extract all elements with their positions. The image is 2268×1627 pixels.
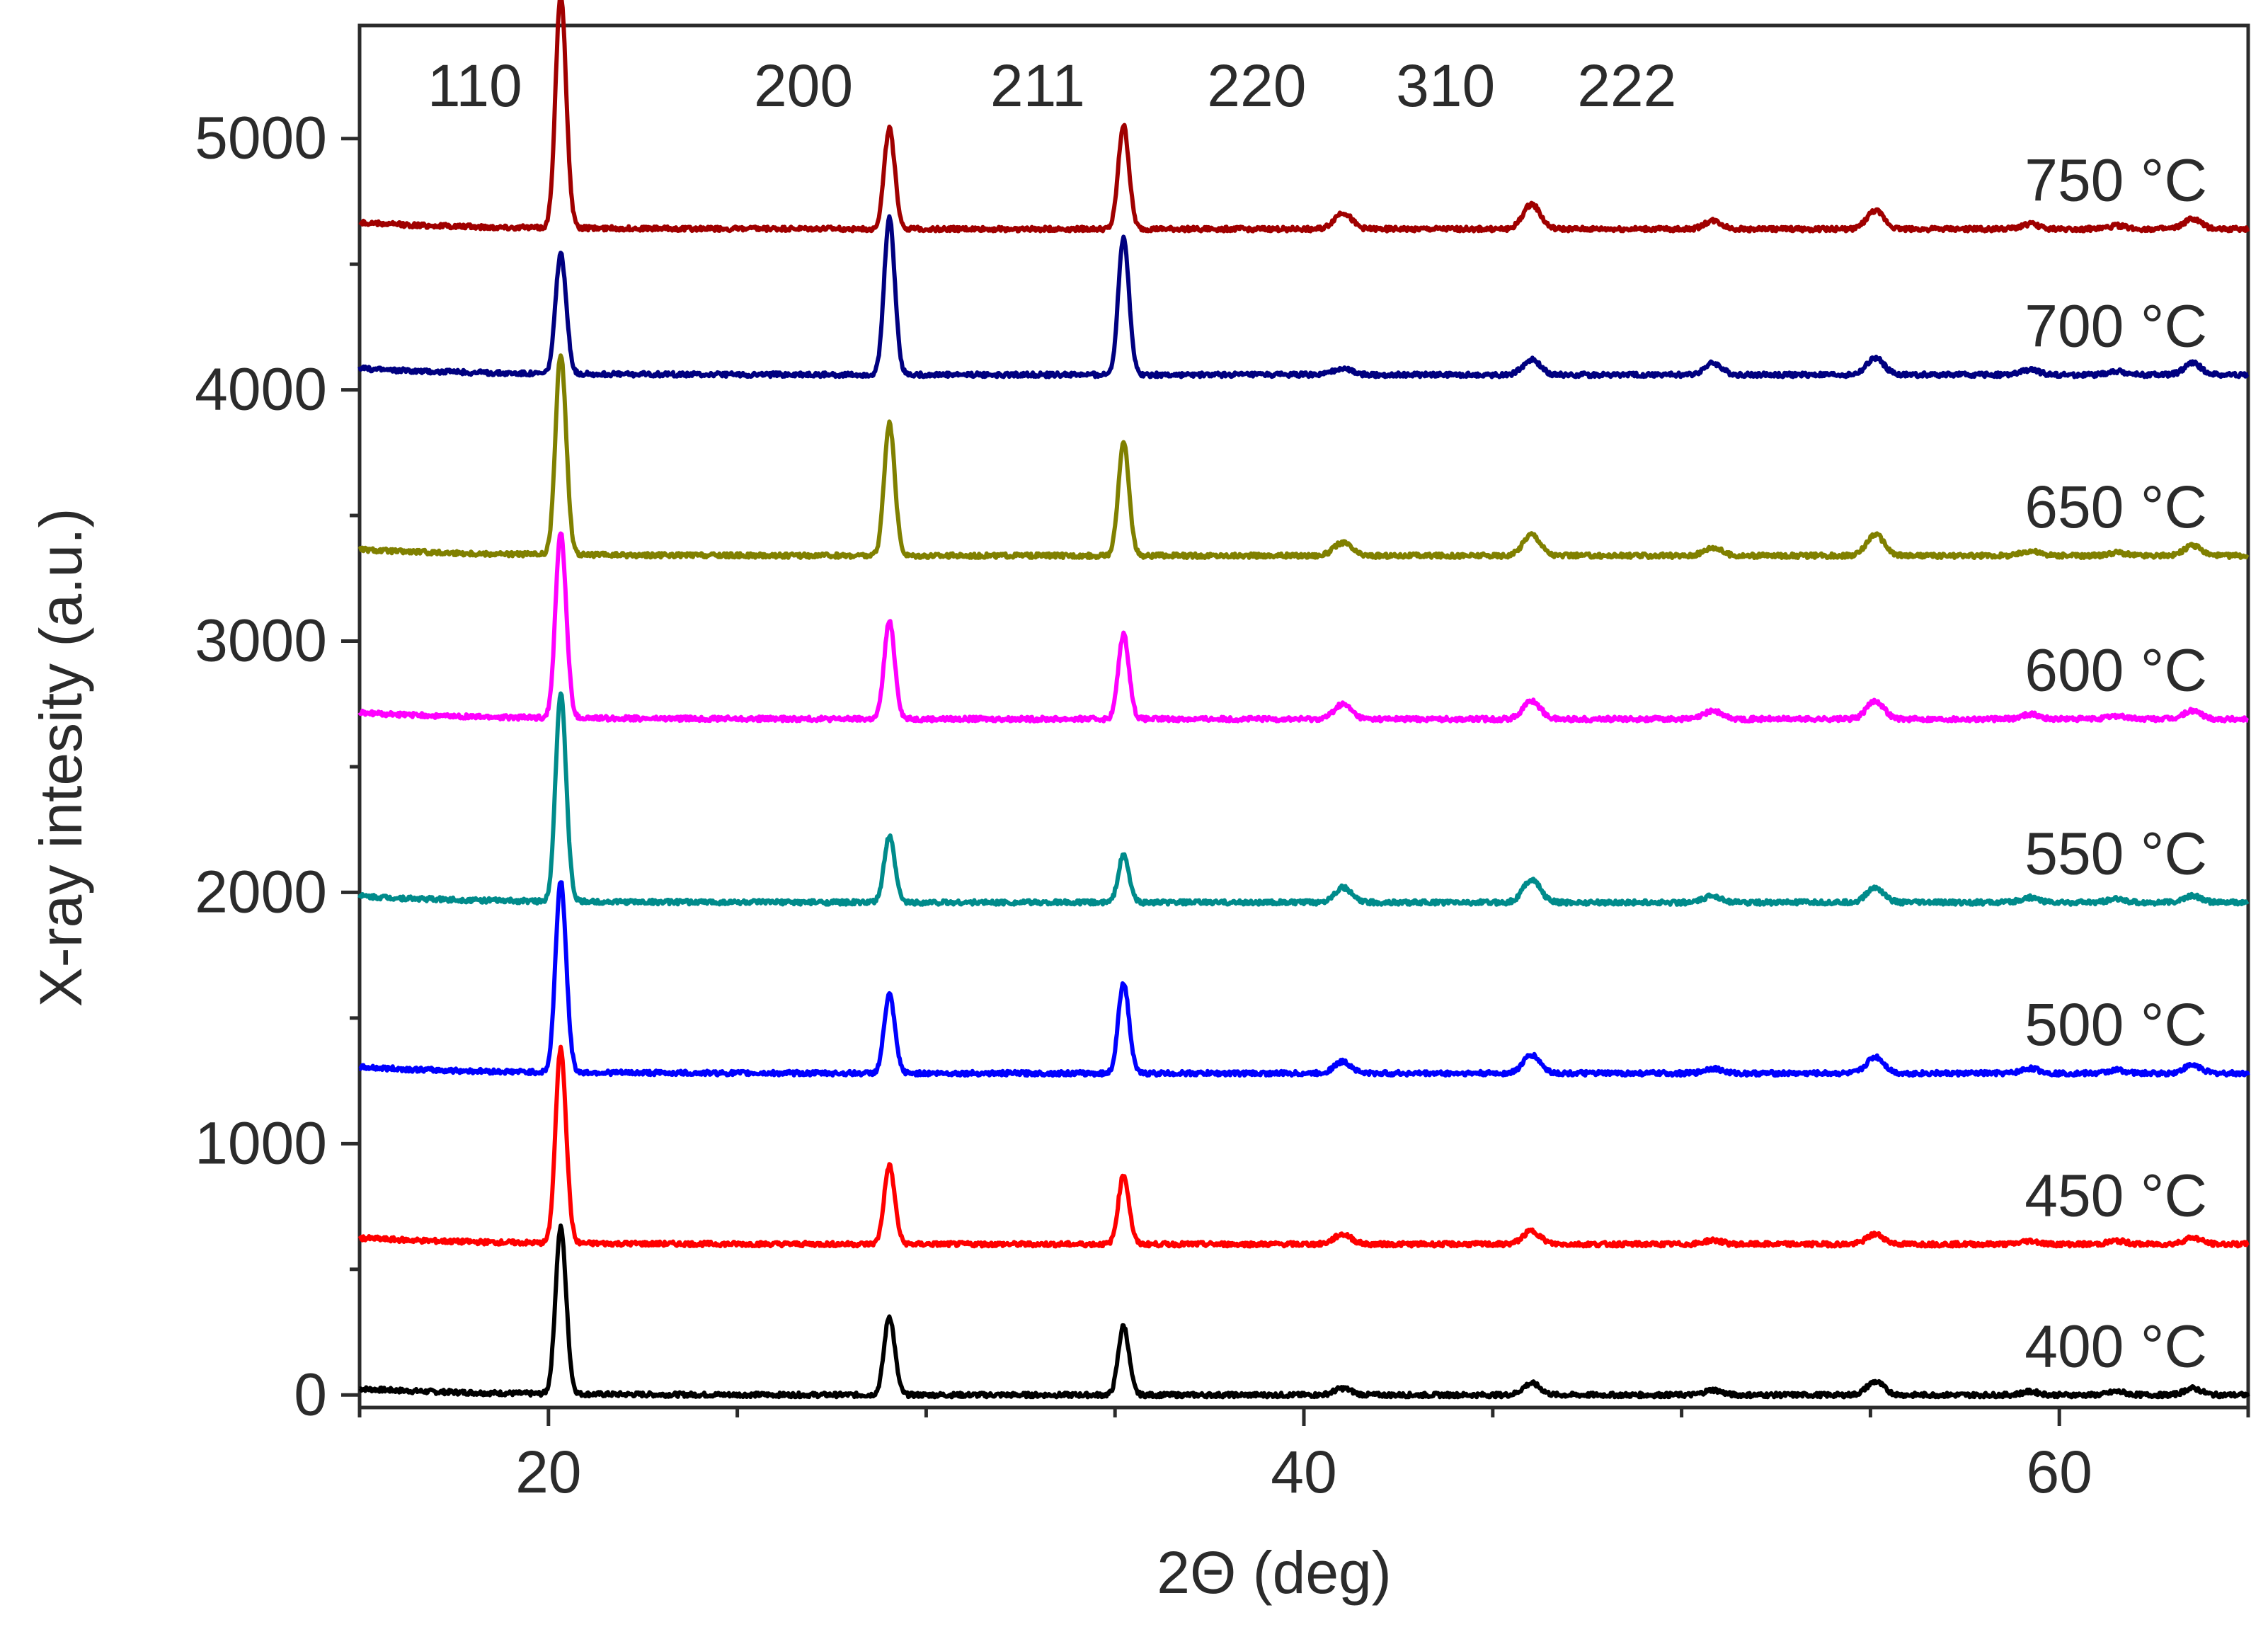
- y-tick-label-5000: 5000: [195, 105, 327, 171]
- series-line-450: [357, 1044, 2250, 1249]
- peak-label-110: 110: [428, 52, 522, 119]
- series-line-750: [358, 0, 2250, 234]
- peak-label-200: 200: [754, 52, 853, 119]
- series-line-500: [358, 880, 2250, 1078]
- x-axis: 20 40 60: [357, 1408, 2250, 1505]
- series-line-700: [357, 214, 2250, 379]
- y-axis: 0 1000 2000 3000 4000 5000: [195, 105, 360, 1427]
- series-group: [357, 0, 2250, 1400]
- peak-label-220: 220: [1207, 52, 1306, 119]
- y-tick-label-4000: 4000: [195, 356, 327, 423]
- series-label-500: 500 °C: [2024, 991, 2207, 1058]
- peak-label-211: 211: [990, 52, 1085, 119]
- y-tick-label-1000: 1000: [195, 1109, 327, 1176]
- series-labels: 400 °C 450 °C 500 °C 550 °C 600 °C 650 °C 700 …: [2024, 147, 2207, 1379]
- series-label-650: 650 °C: [2024, 474, 2207, 540]
- series-label-450: 450 °C: [2024, 1162, 2207, 1228]
- x-tick-label-20: 20: [515, 1439, 581, 1505]
- y-axis-title: X-ray intesity (a.u.): [28, 508, 94, 1007]
- peak-label-310: 310: [1396, 52, 1495, 119]
- peak-label-222: 222: [1577, 52, 1676, 119]
- series-line-650: [357, 353, 2250, 560]
- x-axis-title: 2Θ (deg): [1157, 1539, 1392, 1606]
- series-label-550: 550 °C: [2024, 821, 2207, 887]
- series-label-700: 700 °C: [2024, 292, 2207, 359]
- y-tick-label-2000: 2000: [195, 858, 327, 925]
- series-line-550: [357, 691, 2250, 907]
- peak-labels: 110 200 211 220 310 222: [428, 52, 1677, 119]
- y-tick-label-0: 0: [294, 1361, 327, 1427]
- x-tick-label-40: 40: [1271, 1439, 1336, 1505]
- series-label-400: 400 °C: [2024, 1313, 2207, 1379]
- series-label-750: 750 °C: [2024, 147, 2207, 213]
- series-line-600: [357, 531, 2250, 724]
- y-tick-label-3000: 3000: [195, 607, 327, 674]
- series-label-600: 600 °C: [2024, 637, 2207, 704]
- x-tick-label-60: 60: [2026, 1439, 2092, 1505]
- series-line-400: [358, 1223, 2250, 1400]
